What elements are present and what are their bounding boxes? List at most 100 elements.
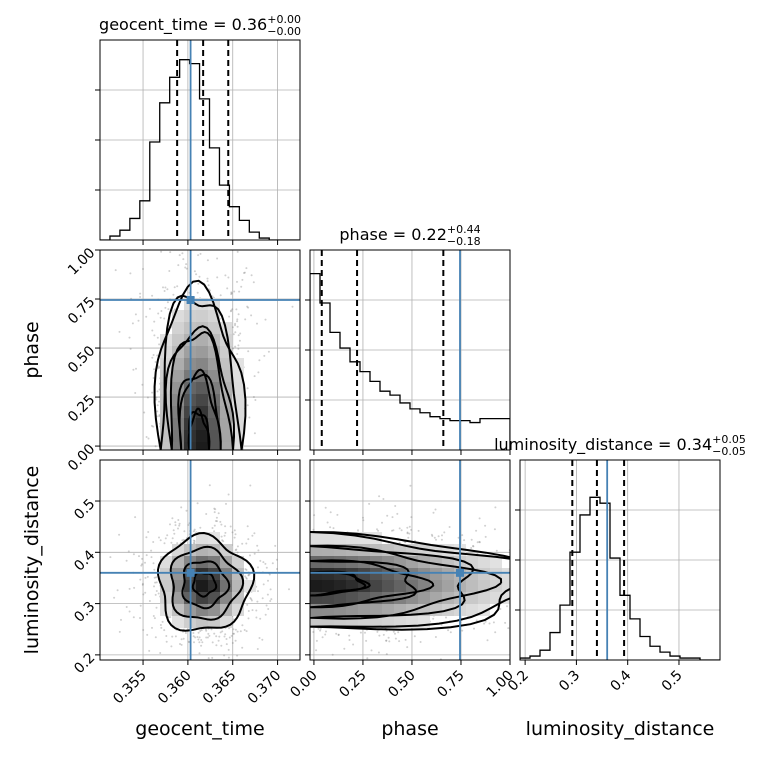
scatter-point (198, 641, 201, 644)
density-cell (394, 616, 406, 628)
scatter-point (253, 375, 256, 378)
scatter-point (235, 308, 238, 311)
scatter-point (236, 353, 239, 355)
scatter-point (276, 568, 278, 570)
scatter-point (223, 654, 226, 657)
scatter-point (152, 354, 155, 356)
scatter-point (236, 654, 239, 657)
scatter-point (206, 277, 209, 280)
scatter-point (511, 559, 513, 561)
scatter-point (206, 280, 209, 283)
scatter-point (246, 603, 249, 606)
title-sub: −0.05 (712, 445, 746, 458)
scatter-point (207, 284, 210, 287)
scatter-point (259, 559, 262, 562)
density-cell (430, 580, 442, 592)
scatter-point (114, 269, 117, 272)
panel-title-luminosity_distance: luminosity_distance = 0.34+0.05 −0.05 (494, 433, 746, 458)
scatter-point (238, 290, 241, 293)
scatter-point (166, 288, 169, 291)
scatter-point (538, 570, 540, 572)
scatter-point (247, 538, 250, 541)
scatter-point (163, 290, 166, 292)
density-cell (196, 310, 208, 322)
scatter-point (237, 334, 240, 337)
scatter-point (561, 524, 563, 526)
scatter-point (137, 319, 140, 322)
density-cell (358, 604, 370, 616)
scatter-point (434, 508, 437, 511)
scatter-point (224, 525, 227, 528)
scatter-point (499, 608, 502, 610)
scatter-point (247, 574, 250, 577)
scatter-point (246, 305, 249, 308)
scatter-point (169, 251, 172, 254)
scatter-point (162, 286, 164, 289)
scatter-point (141, 563, 143, 566)
scatter-point (227, 276, 230, 279)
density-cell (172, 418, 184, 430)
scatter-point (157, 312, 160, 315)
scatter-point (222, 540, 225, 543)
scatter-point (146, 633, 149, 636)
scatter-point (192, 632, 195, 634)
scatter-point (348, 639, 351, 641)
scatter-point (250, 274, 253, 277)
scatter-point (236, 551, 239, 554)
scatter-point (197, 638, 200, 641)
scatter-point (163, 542, 166, 545)
scatter-point (197, 282, 200, 285)
scatter-point (231, 308, 234, 311)
density-cell (208, 382, 220, 394)
contour-line (169, 545, 245, 621)
scatter-point (170, 645, 173, 648)
density-cell (172, 616, 184, 628)
scatter-point (378, 634, 381, 637)
scatter-point (413, 635, 416, 638)
scatter-point (176, 542, 179, 545)
scatter-point (266, 593, 269, 596)
scatter-point (250, 598, 253, 601)
scatter-point (159, 624, 162, 626)
scatter-point (213, 511, 216, 514)
scatter-point (244, 568, 247, 571)
scatter-point (234, 324, 236, 327)
scatter-point (218, 635, 221, 638)
scatter-point (269, 600, 272, 602)
scatter-point (230, 291, 233, 294)
scatter-point (233, 529, 236, 532)
density-cell (418, 592, 430, 604)
scatter-point (492, 621, 495, 624)
scatter-point (240, 667, 242, 669)
scatter-point (208, 634, 211, 637)
scatter-point (387, 636, 390, 639)
scatter-point (142, 268, 144, 270)
scatter-point (329, 526, 332, 529)
scatter-point (157, 365, 160, 368)
scatter-point (192, 196, 194, 198)
scatter-point (205, 629, 208, 632)
scatter-point (473, 627, 475, 630)
scatter-point (271, 562, 274, 565)
scatter-point (443, 531, 446, 534)
scatter-point (259, 617, 262, 620)
scatter-point (512, 593, 514, 595)
scatter-point (494, 631, 497, 634)
scatter-point (236, 630, 239, 633)
scatter-point (621, 642, 623, 644)
scatter-point (254, 399, 257, 401)
scatter-point (160, 250, 163, 253)
scatter-point (127, 550, 130, 553)
scatter-point (348, 634, 351, 637)
scatter-point (406, 531, 409, 534)
density-cell (208, 322, 220, 334)
scatter-point (514, 626, 516, 628)
scatter-point (186, 247, 188, 249)
density-cell (232, 568, 244, 580)
scatter-point (237, 347, 240, 350)
scatter-point (398, 640, 401, 643)
density-cell (172, 544, 184, 556)
scatter-point (185, 263, 188, 266)
x-tick-label: 0.4 (607, 667, 634, 694)
scatter-point (542, 575, 544, 577)
